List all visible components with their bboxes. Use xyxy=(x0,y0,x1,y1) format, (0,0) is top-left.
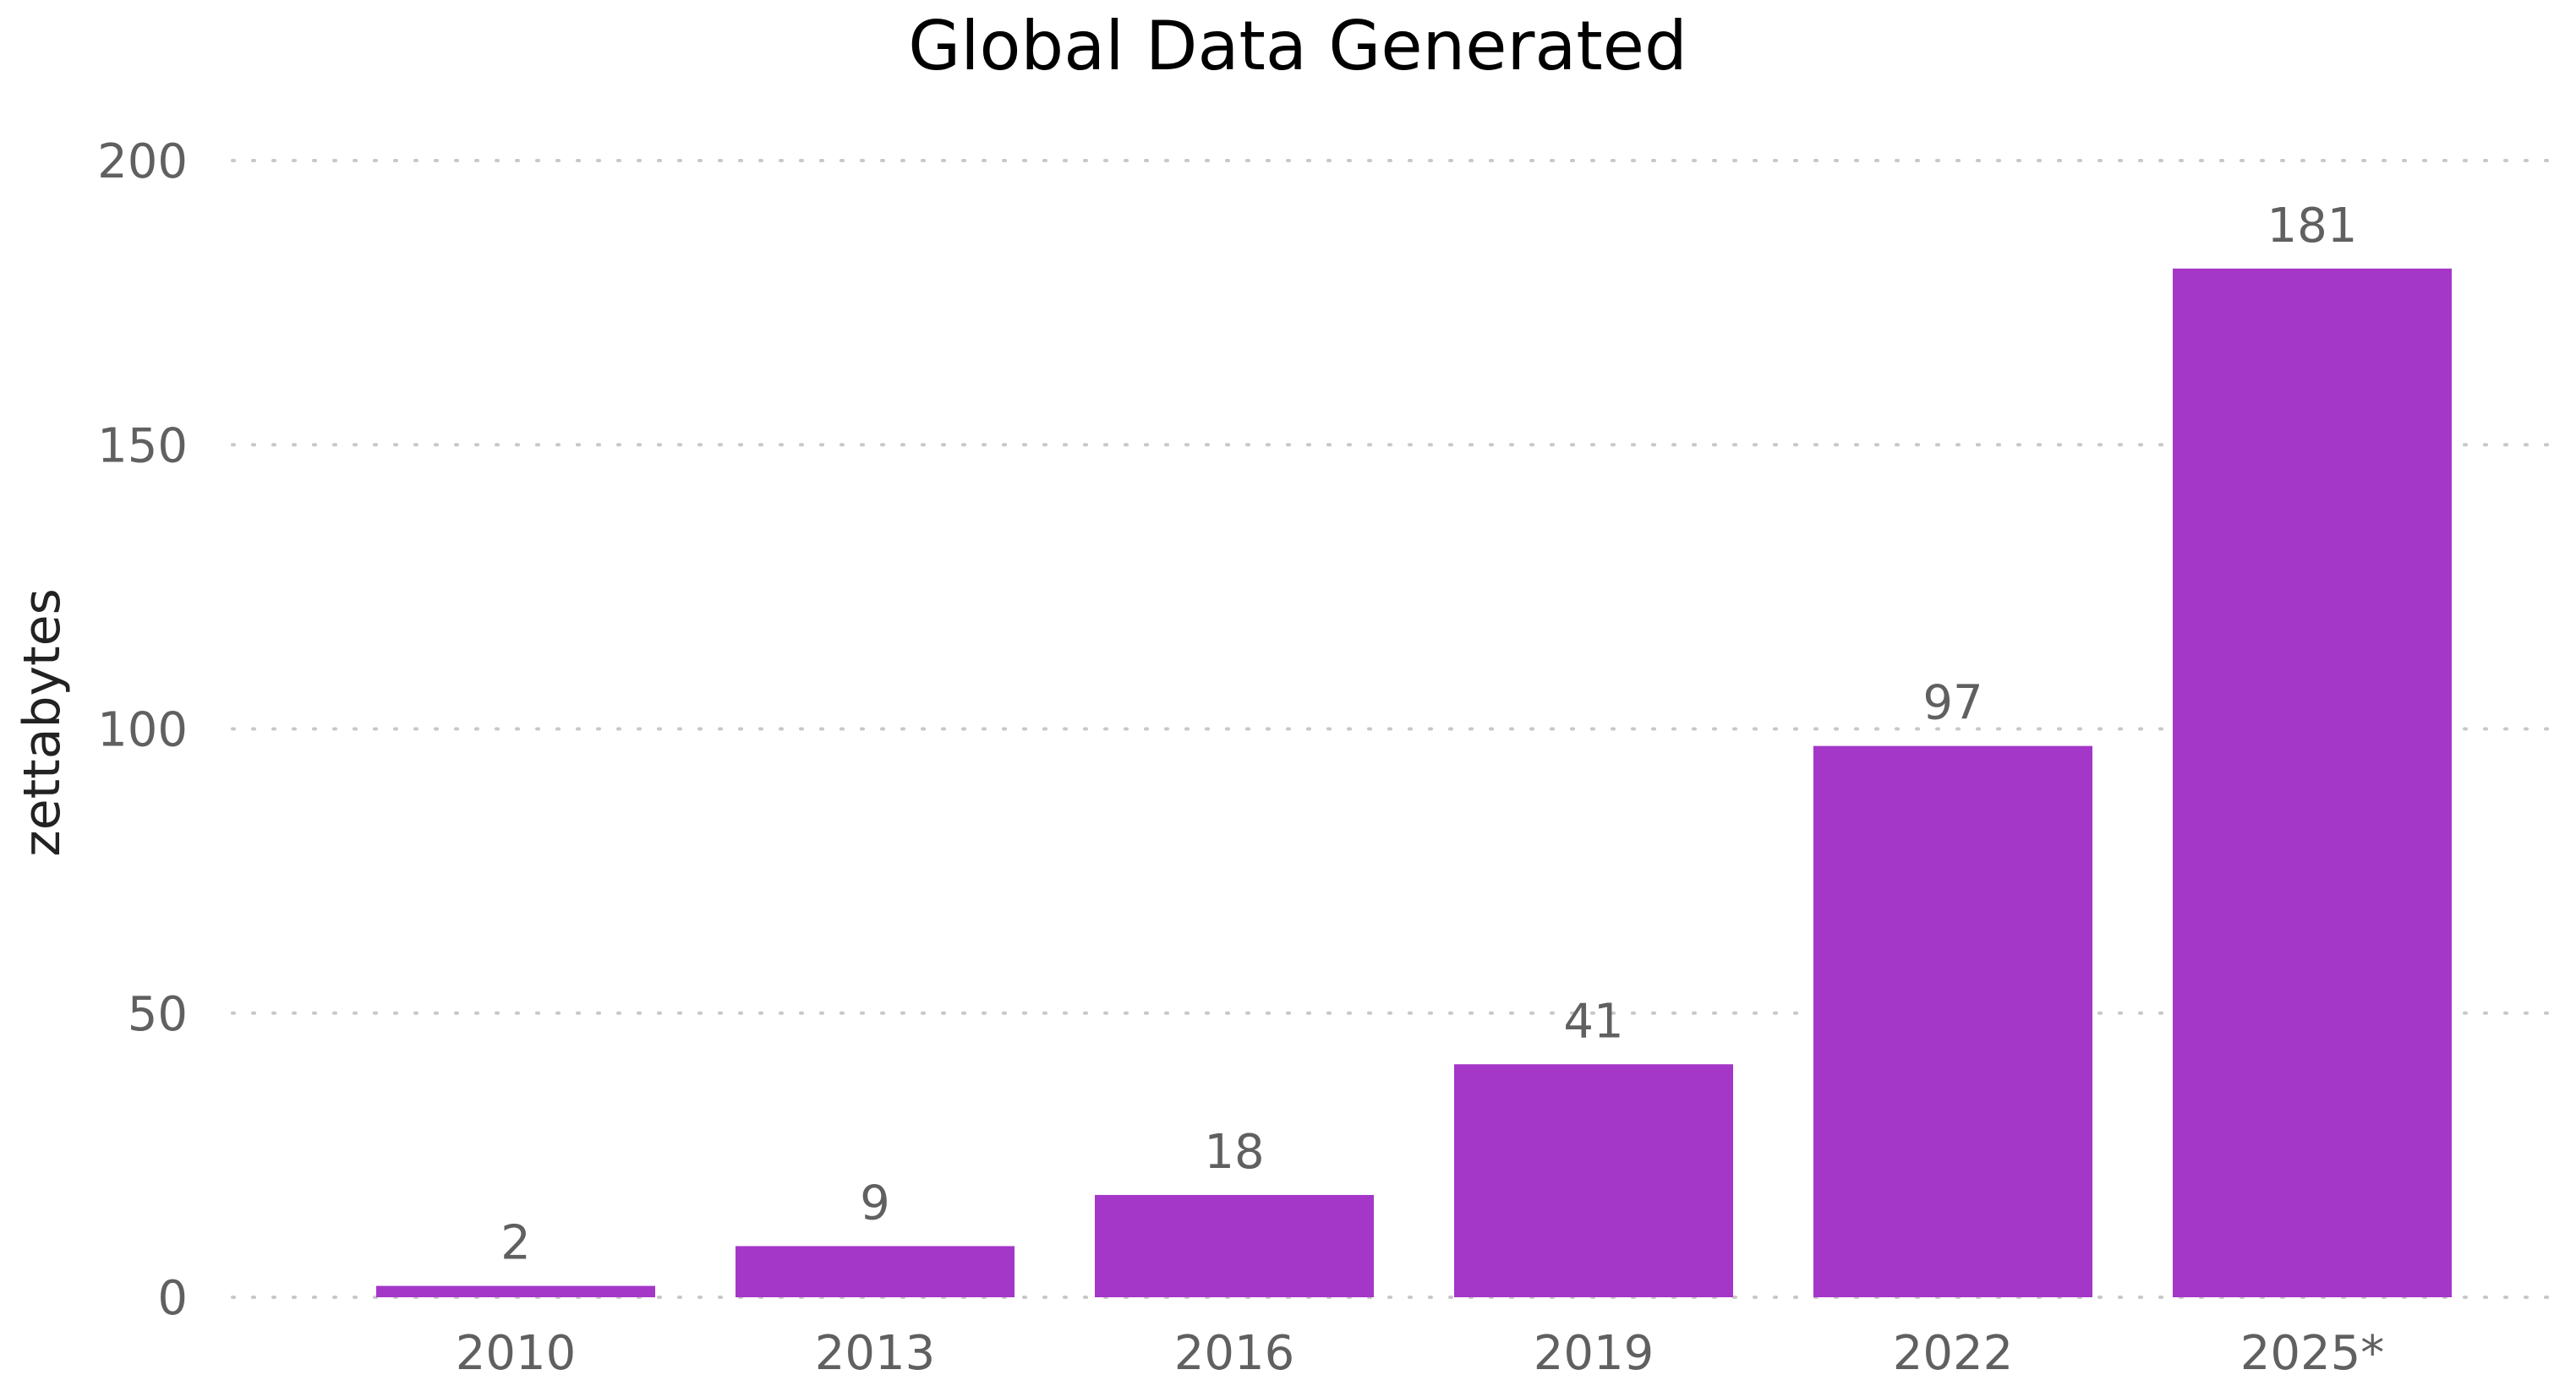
x-tick-label: 2022 xyxy=(1893,1326,2014,1381)
y-axis-label: zettabytes xyxy=(13,588,72,857)
data-label: 97 xyxy=(1922,676,1983,731)
x-tick-label: 2010 xyxy=(456,1326,577,1381)
bar-2019 xyxy=(1454,1064,1733,1297)
x-axis-ticks: 2010 2013 2016 2019 2022 2025* xyxy=(456,1326,2385,1381)
y-axis-ticks: 0 50 100 150 200 xyxy=(97,134,188,1326)
data-label: 18 xyxy=(1204,1125,1264,1180)
y-tick-label: 0 xyxy=(157,1271,188,1326)
x-tick-label: 2025* xyxy=(2240,1326,2385,1381)
y-tick-label: 50 xyxy=(128,987,188,1042)
bar-2016 xyxy=(1095,1194,1374,1297)
data-label: 2 xyxy=(500,1216,531,1271)
bar-2010 xyxy=(376,1285,655,1297)
y-tick-label: 150 xyxy=(97,418,188,473)
bar-2013 xyxy=(736,1246,1015,1297)
bars xyxy=(376,268,2452,1297)
data-label: 9 xyxy=(860,1176,890,1230)
bar-2022 xyxy=(1813,745,2092,1297)
chart-title: Global Data Generated xyxy=(908,7,1687,85)
data-label: 181 xyxy=(2267,199,2358,254)
data-labels: 2 9 18 41 97 181 xyxy=(500,199,2357,1271)
bar-2025 xyxy=(2173,268,2452,1297)
x-tick-label: 2016 xyxy=(1174,1326,1295,1381)
y-tick-label: 100 xyxy=(97,703,188,758)
x-tick-label: 2013 xyxy=(815,1326,936,1381)
y-tick-label: 200 xyxy=(97,134,188,189)
x-tick-label: 2019 xyxy=(1534,1326,1654,1381)
data-label: 41 xyxy=(1563,994,1623,1049)
